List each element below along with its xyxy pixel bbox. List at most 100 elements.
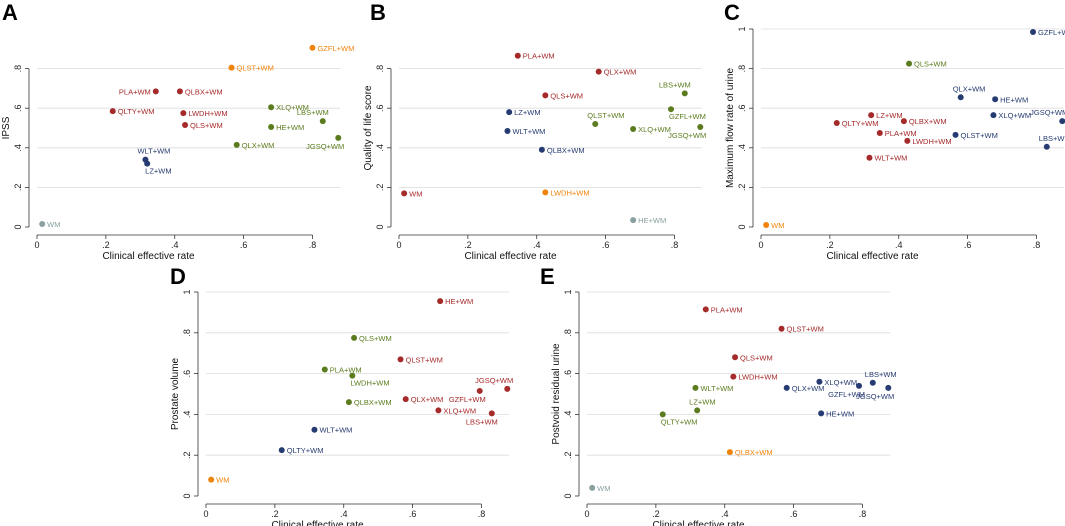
panel-a-x-tick-label: 0	[34, 240, 39, 250]
panel-a-point-he-wm	[268, 124, 275, 131]
panel-a-point-pla-wm	[152, 88, 159, 95]
panel-b-point-qlx-wm	[595, 68, 602, 75]
panel-b-point-lz-wm	[506, 109, 513, 116]
panel-c-point-label-qlty-wm: QLTY+WM	[842, 119, 879, 128]
panel-a-point-lbs-wm	[319, 118, 326, 125]
panel-d-x-tick-label: 0	[203, 509, 208, 519]
panel-a-x-axis-title: Clinical effective rate	[102, 251, 195, 262]
panel-c-point-gzfl-wm	[1030, 28, 1037, 35]
panel-e-y-axis-title: Postvoid residual urine	[551, 343, 562, 445]
panel-c-point-qlx-wm	[957, 94, 964, 101]
panel-d-point-label-wlt-wm: WLT+WM	[319, 426, 352, 435]
panel-b-point-label-wm: WM	[409, 189, 422, 198]
panel-d-y-axis-title: Prostate volume	[170, 357, 181, 430]
panel-a-point-label-gzfl-wm: GZFL+WM	[317, 44, 354, 53]
panel-b-point-label-qls-wm: QLS+WM	[550, 91, 583, 100]
panel-a-point-label-wm: WM	[47, 220, 60, 229]
panel-d-point-xlq-wm	[435, 407, 442, 414]
panel-c-point-lz-wm	[868, 112, 875, 119]
panel-d-point-qls-wm	[351, 334, 358, 341]
panel-e-point-wlt-wm	[692, 384, 699, 391]
panel-d-point-pla-wm	[321, 366, 328, 373]
panel-c-point-label-jgsq-wm: JGSQ+WM	[1030, 108, 1065, 117]
panel-d-y-tick-label: 1	[182, 289, 192, 294]
panel-e-point-qlty-wm	[659, 411, 666, 418]
panel-b-point-label-jgsq-wm: JGSQ+WM	[668, 131, 706, 140]
panel-a-point-label-jgsq-wm: JGSQ+WM	[306, 142, 344, 151]
panel-e-y-tick-label: .2	[563, 451, 573, 459]
panel-e-x-tick-label: .2	[652, 509, 660, 519]
panel-a-point-label-lbs-wm: LBS+WM	[297, 108, 329, 117]
panel-e-y-tick-label: 0	[563, 493, 573, 498]
panel-c-letter: C	[724, 0, 740, 25]
panel-d-point-qlbx-wm	[345, 399, 352, 406]
panel-c-x-tick-label: 0	[758, 240, 763, 250]
panel-e-point-label-jgsq-wm: JGSQ+WM	[856, 392, 894, 401]
panel-c-point-pla-wm	[876, 129, 883, 136]
panel-b-point-jgsq-wm	[697, 124, 704, 131]
panel-c-point-xlq-wm	[990, 112, 997, 119]
panel-a-point-qlty-wm	[109, 108, 116, 115]
panel-e-point-label-lz-wm: LZ+WM	[689, 397, 715, 406]
panel-c-point-label-pla-wm: PLA+WM	[885, 129, 917, 138]
panel-d-y-tick-label: 0	[182, 493, 192, 498]
panel-a-point-qlx-wm	[233, 141, 240, 148]
panel-d-y-tick-label: .6	[182, 370, 192, 378]
panel-d-point-label-qlbx-wm: QLBX+WM	[354, 398, 392, 407]
panel-b-point-label-gzfl-wm: GZFL+WM	[669, 112, 706, 121]
panel-c-point-he-wm	[992, 96, 999, 103]
panel-b-plot: B 0 .2 .4 .6 .8 0 .2 .4 .6 .8 Clinical effective ra…	[363, 0, 706, 262]
panel-d-point-qlst-wm	[397, 356, 404, 363]
panel-b-point-label-qlbx-wm: QLBX+WM	[547, 146, 585, 155]
panel-d-point-wlt-wm	[311, 426, 318, 433]
panel-a-point-label-lz-wm: LZ+WM	[145, 167, 171, 176]
panel-b-point-label-he-wm: HE+WM	[638, 216, 666, 225]
panel-d-point-label-he-wm: HE+WM	[445, 297, 473, 306]
panel-c-point-label-lwdh-wm: LWDH+WM	[912, 137, 951, 146]
panel-d-y-tick-label: .4	[182, 411, 192, 419]
panel-a-point-label-qlty-wm: QLTY+WM	[118, 107, 155, 116]
panel-c-y-tick-label: 1	[737, 26, 747, 31]
panel-a-point-lz-wm	[144, 160, 151, 167]
panel-e-point-xlq-wm	[816, 378, 823, 385]
panel-c-point-qlty-wm	[833, 120, 840, 127]
panel-a-plot: A 0 .2 .4 .6 .8 0 .2 .4 .6 .8 Clinical effective ra…	[1, 0, 354, 262]
panel-e-y-tick-label: .8	[563, 329, 573, 337]
panel-a-point-label-lwdh-wm: LWDH+WM	[188, 109, 227, 118]
panel-a-point-label-qlst-wm: QLST+WM	[237, 64, 274, 73]
panel-c-point-label-qlbx-wm: QLBX+WM	[909, 117, 947, 126]
panel-a-point-jgsq-wm	[335, 134, 342, 141]
panel-e-point-qlx-wm	[783, 384, 790, 391]
panel-a-point-xlq-wm	[268, 104, 275, 111]
panel-b-y-axis-title: Quality of life score	[363, 85, 374, 170]
panel-e-x-axis-title: Clinical effective rate	[652, 520, 745, 526]
panel-c-x-tick-label: .2	[826, 240, 834, 250]
panel-b-x-tick-label: 0	[396, 240, 401, 250]
panel-c-plot: C 0 .2 .4 .6 .8 1 0 .2 .4 .6 .8 Clinical effective r…	[724, 0, 1065, 262]
panel-a-y-tick-label: .6	[13, 104, 23, 112]
panel-e-point-qlbx-wm	[726, 449, 733, 456]
panel-e-point-label-qlbx-wm: QLBX+WM	[735, 448, 773, 457]
panel-c-point-label-qls-wm: QLS+WM	[914, 60, 947, 69]
panel-b-point-label-lbs-wm: LBS+WM	[659, 80, 691, 89]
panel-b-point-label-qlx-wm: QLX+WM	[604, 68, 637, 77]
panel-d-point-label-pla-wm: PLA+WM	[330, 366, 362, 375]
panel-e-x-tick-label: .4	[721, 509, 729, 519]
panel-b-point-qls-wm	[542, 92, 549, 99]
panel-c-point-qlbx-wm	[900, 118, 907, 125]
panel-d-point-label-qlty-wm: QLTY+WM	[287, 446, 324, 455]
panel-a-x-tick-label: .4	[171, 240, 179, 250]
panel-c-x-tick-label: .8	[1033, 240, 1041, 250]
panel-c-point-label-he-wm: HE+WM	[1000, 95, 1028, 104]
panel-a-y-tick-label: .2	[13, 184, 23, 192]
panel-e-point-label-pla-wm: PLA+WM	[711, 305, 743, 314]
panel-a-point-label-wlt-wm: WLT+WM	[137, 147, 170, 156]
panel-e-point-qlst-wm	[778, 325, 785, 332]
panel-b-point-label-qlst-wm: QLST+WM	[587, 111, 624, 120]
panel-d-point-wm	[208, 476, 215, 483]
panel-e-point-wm	[589, 484, 596, 491]
panel-e-point-qls-wm	[732, 354, 739, 361]
panel-d-y-tick-label: .8	[182, 329, 192, 337]
panel-d-x-axis-title: Clinical effective rate	[271, 520, 364, 526]
panel-a-point-label-qlx-wm: QLX+WM	[242, 141, 275, 150]
